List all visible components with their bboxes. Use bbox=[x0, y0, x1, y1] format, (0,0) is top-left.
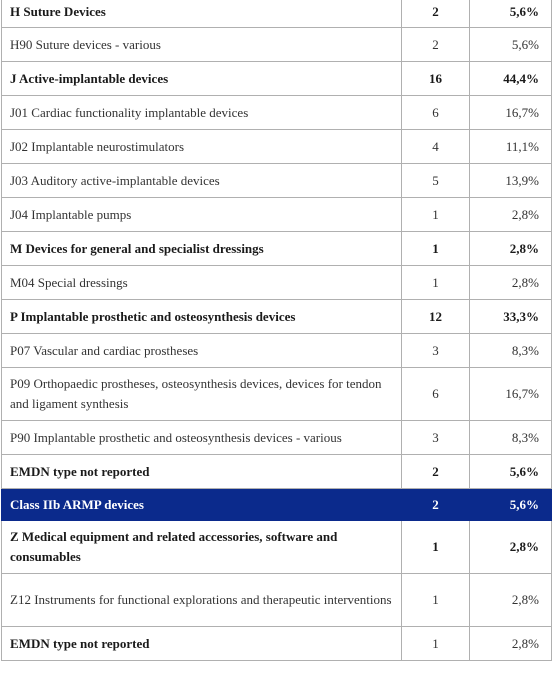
device-count: 1 bbox=[401, 573, 470, 627]
table-row: J02 Implantable neurostimulators 4 11,1% bbox=[1, 129, 552, 164]
device-percentage: 5,6% bbox=[469, 0, 552, 28]
table-row: Z Medical equipment and related accessor… bbox=[1, 520, 552, 574]
device-percentage: 2,8% bbox=[469, 626, 552, 661]
table-row: M Devices for general and specialist dre… bbox=[1, 231, 552, 266]
device-count: 5 bbox=[401, 163, 470, 198]
device-percentage: 2,8% bbox=[469, 573, 552, 627]
device-count: 2 bbox=[401, 0, 470, 28]
table-row: H Suture Devices 2 5,6% bbox=[1, 0, 552, 28]
category-label: H Suture Devices bbox=[1, 0, 402, 28]
table-row: P09 Orthopaedic prostheses, osteosynthes… bbox=[1, 367, 552, 421]
table-row: P Implantable prosthetic and osteosynthe… bbox=[1, 299, 552, 334]
device-count: 3 bbox=[401, 333, 470, 368]
device-count: 6 bbox=[401, 367, 470, 421]
device-count: 1 bbox=[401, 231, 470, 266]
table-row: EMDN type not reported 1 2,8% bbox=[1, 626, 552, 661]
device-count: 1 bbox=[401, 197, 470, 232]
device-count: 1 bbox=[401, 626, 470, 661]
table-row: J01 Cardiac functionality implantable de… bbox=[1, 95, 552, 130]
device-percentage: 2,8% bbox=[469, 520, 552, 574]
device-percentage: 2,8% bbox=[469, 197, 552, 232]
category-label: J02 Implantable neurostimulators bbox=[1, 129, 402, 164]
category-label: Z12 Instruments for functional explorati… bbox=[1, 573, 402, 627]
device-percentage: 2,8% bbox=[469, 231, 552, 266]
category-label: M Devices for general and specialist dre… bbox=[1, 231, 402, 266]
table-row: J Active-implantable devices 16 44,4% bbox=[1, 61, 552, 96]
device-count: 6 bbox=[401, 95, 470, 130]
category-label: M04 Special dressings bbox=[1, 265, 402, 300]
device-percentage: 8,3% bbox=[469, 420, 552, 455]
table-row: EMDN type not reported 2 5,6% bbox=[1, 454, 552, 489]
table-row: P07 Vascular and cardiac prostheses 3 8,… bbox=[1, 333, 552, 368]
category-label: EMDN type not reported bbox=[1, 626, 402, 661]
device-percentage: 5,6% bbox=[469, 488, 552, 521]
device-count: 2 bbox=[401, 454, 470, 489]
table-row: P90 Implantable prosthetic and osteosynt… bbox=[1, 420, 552, 455]
category-label: J01 Cardiac functionality implantable de… bbox=[1, 95, 402, 130]
table-row: M04 Special dressings 1 2,8% bbox=[1, 265, 552, 300]
category-label: J Active-implantable devices bbox=[1, 61, 402, 96]
device-percentage: 8,3% bbox=[469, 333, 552, 368]
device-count: 2 bbox=[401, 27, 470, 62]
device-percentage: 2,8% bbox=[469, 265, 552, 300]
table-row: J04 Implantable pumps 1 2,8% bbox=[1, 197, 552, 232]
device-percentage: 11,1% bbox=[469, 129, 552, 164]
device-count: 12 bbox=[401, 299, 470, 334]
table-row: Z12 Instruments for functional explorati… bbox=[1, 573, 552, 627]
category-label: P07 Vascular and cardiac prostheses bbox=[1, 333, 402, 368]
device-percentage: 5,6% bbox=[469, 454, 552, 489]
device-percentage: 16,7% bbox=[469, 95, 552, 130]
device-count: 16 bbox=[401, 61, 470, 96]
category-label: P Implantable prosthetic and osteosynthe… bbox=[1, 299, 402, 334]
device-percentage: 13,9% bbox=[469, 163, 552, 198]
device-count: 1 bbox=[401, 520, 470, 574]
device-percentage: 44,4% bbox=[469, 61, 552, 96]
table-row-class-header: Class IIb ARMP devices 2 5,6% bbox=[1, 488, 552, 521]
device-count: 1 bbox=[401, 265, 470, 300]
category-label: P90 Implantable prosthetic and osteosynt… bbox=[1, 420, 402, 455]
category-label: Z Medical equipment and related accessor… bbox=[1, 520, 402, 574]
device-count: 2 bbox=[401, 488, 470, 521]
category-label: P09 Orthopaedic prostheses, osteosynthes… bbox=[1, 367, 402, 421]
device-percentage: 16,7% bbox=[469, 367, 552, 421]
category-label: H90 Suture devices - various bbox=[1, 27, 402, 62]
category-label: J03 Auditory active-implantable devices bbox=[1, 163, 402, 198]
category-label: J04 Implantable pumps bbox=[1, 197, 402, 232]
category-label: EMDN type not reported bbox=[1, 454, 402, 489]
device-percentage: 5,6% bbox=[469, 27, 552, 62]
table-row: H90 Suture devices - various 2 5,6% bbox=[1, 27, 552, 62]
device-count: 3 bbox=[401, 420, 470, 455]
table-row: J03 Auditory active-implantable devices … bbox=[1, 163, 552, 198]
emdn-device-table: H Suture Devices 2 5,6% H90 Suture devic… bbox=[1, 0, 552, 661]
device-percentage: 33,3% bbox=[469, 299, 552, 334]
device-count: 4 bbox=[401, 129, 470, 164]
category-label: Class IIb ARMP devices bbox=[1, 488, 402, 521]
